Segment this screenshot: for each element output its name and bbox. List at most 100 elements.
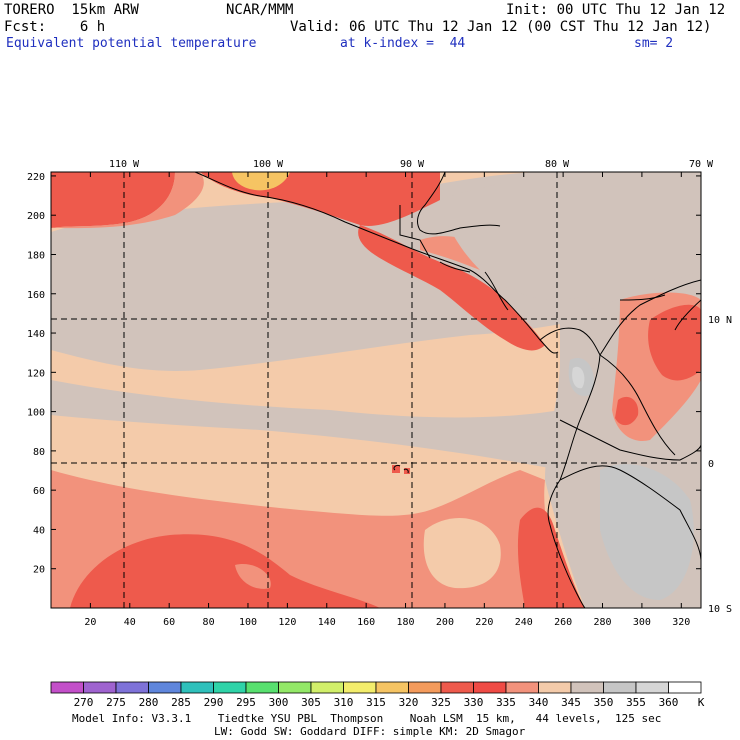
colorbar-label: 345 [561,696,581,709]
colorbar-swatch [570,681,604,694]
cool-band-2 [51,380,560,470]
colorbar-label: 340 [529,696,549,709]
plot-frame [50,171,702,609]
x-tick-label: 160 [357,617,375,628]
colorbar-swatch [473,681,507,694]
colorbar-label: 305 [301,696,321,709]
cold-patch-3 [572,366,585,389]
hot-south-blob [70,534,380,608]
y-tick-label: 220 [27,172,45,183]
hot-colombia-2 [615,396,639,426]
x-tick-label: 220 [475,617,493,628]
colorbar-label: 300 [269,696,289,709]
coast-hot-strip [517,507,585,608]
colorbar-label: 310 [334,696,354,709]
x-tick-label: 120 [278,617,296,628]
forecast-hour: Fcst: 6 h [4,19,106,35]
init-time: Init: 00 UTC Thu 12 Jan 12 [506,2,726,18]
colorbar: 270 275 280 285 290 295 300 305 310 315 320 325 330 3… [50,681,705,709]
field-title: Equivalent potential temperature [6,36,257,51]
colorbar-unit: K [698,696,705,709]
colorbar-label: 315 [366,696,386,709]
x-tick-label: 20 [84,617,96,628]
colorbar-swatch [148,681,182,694]
colorbar-swatch [213,681,247,694]
coastlines [194,172,701,608]
y-tick-label: 140 [27,329,45,340]
y-tick-label: 80 [33,447,45,458]
colorbar-label: 325 [431,696,451,709]
longitude-label: 80 W [545,159,570,170]
longitude-label: 110 W [109,159,140,170]
model-info: Model Info: V3.3.1 Tiedtke YSU PBL Thomp… [72,712,662,725]
x-tick-label: 140 [318,617,336,628]
colorbar-label: 335 [496,696,516,709]
hot-northwest [51,172,175,228]
y-tick-label: 160 [27,290,45,301]
latitude-label: 10 S [708,604,732,615]
colorbar-label: 275 [106,696,126,709]
colorbar-swatch [668,681,702,694]
x-tick-label: 60 [163,617,175,628]
colorbar-swatch [278,681,312,694]
hot-colombia [648,304,701,381]
longitude-label: 70 W [689,159,714,170]
x-tick-label: 180 [397,617,415,628]
colorbar-label: 330 [464,696,484,709]
longitude-label: 90 W [400,159,425,170]
colorbar-label: 350 [594,696,614,709]
hot-central-america [358,225,545,351]
latitude-label: 0 [708,459,714,470]
colorbar-label: 295 [236,696,256,709]
graticule [51,172,701,608]
mild-pocket [423,518,501,589]
colorbar-swatch [310,681,344,694]
colorbar-swatch [408,681,442,694]
y-tick-label: 60 [33,486,45,497]
longitude-label: 100 W [253,159,284,170]
cold-patch [600,464,694,600]
colorbar-label: 270 [74,696,94,709]
colorbar-swatch [343,681,377,694]
x-tick-label: 320 [672,617,690,628]
x-tick-label: 40 [124,617,136,628]
level-label: at k-index = 44 [340,36,466,51]
colorbar-swatch [50,681,84,694]
cool-caribbean [440,172,701,300]
colorbar-swatch [505,681,539,694]
colorbar-label: 360 [659,696,679,709]
x-tick-label: 80 [203,617,215,628]
x-tick-label: 240 [515,617,533,628]
colorbar-swatch [245,681,279,694]
latitude-label: 10 N [708,315,732,326]
colorbar-swatch [115,681,149,694]
peak-mexico [232,172,290,191]
x-tick-label: 100 [239,617,257,628]
y-tick-label: 100 [27,408,45,419]
field-plot [51,172,701,608]
galapagos-marks [392,465,410,474]
y-tick-label: 40 [33,525,45,536]
colorbar-label: 355 [626,696,646,709]
y-tick-label: 180 [27,250,45,261]
smoothing-label: sm= 2 [634,36,674,51]
warm-northwest [51,172,204,250]
x-tick-label: 260 [554,617,572,628]
colorbar-swatch [538,681,572,694]
organization: NCAR/MMM [226,2,294,18]
y-tick-label: 200 [27,211,45,222]
colorbar-label: 320 [399,696,419,709]
colorbar-label: 285 [171,696,191,709]
warm-hole [235,564,271,589]
x-axis-ticks: 20 40 60 80 100 120 140 160 180 200 220 240 260 280 30… [84,172,690,628]
colorbar-swatch [180,681,214,694]
colorbar-label: 280 [139,696,159,709]
y-tick-label: 120 [27,368,45,379]
colorbar-swatch [375,681,409,694]
physics-info: LW: Godd SW: Goddard DIFF: simple KM: 2D… [214,725,526,738]
colorbar-swatch [603,681,637,694]
valid-time: Valid: 06 UTC Thu 12 Jan 12 (00 CST Thu … [290,19,712,35]
x-tick-label: 280 [593,617,611,628]
x-tick-label: 300 [633,617,651,628]
